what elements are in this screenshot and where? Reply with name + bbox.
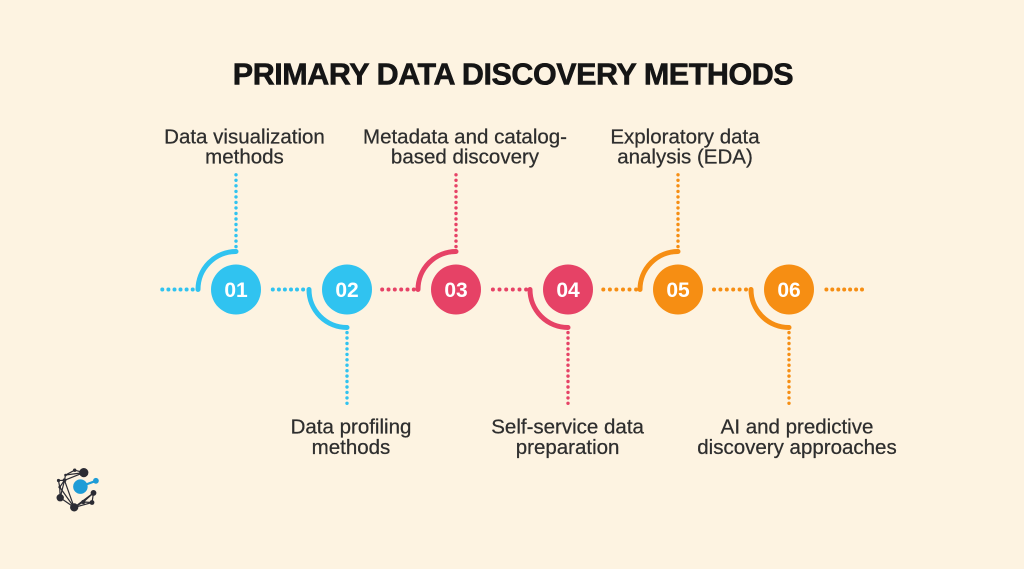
svg-text:03: 03 — [444, 279, 467, 302]
svg-text:06: 06 — [777, 279, 800, 302]
svg-text:based discovery: based discovery — [391, 145, 540, 168]
svg-text:discovery approaches: discovery approaches — [697, 436, 896, 459]
svg-text:01: 01 — [224, 279, 248, 302]
svg-text:04: 04 — [556, 279, 580, 302]
svg-text:methods: methods — [312, 436, 391, 459]
svg-text:Self-service data: Self-service data — [491, 416, 644, 439]
svg-text:Exploratory data: Exploratory data — [610, 125, 760, 148]
svg-text:Data visualization: Data visualization — [164, 125, 325, 148]
svg-text:PRIMARY DATA DISCOVERY METHODS: PRIMARY DATA DISCOVERY METHODS — [233, 58, 794, 92]
svg-text:Data profiling: Data profiling — [291, 416, 412, 439]
svg-text:Metadata and catalog-: Metadata and catalog- — [363, 125, 567, 148]
svg-text:02: 02 — [335, 279, 358, 302]
svg-text:AI and predictive: AI and predictive — [721, 416, 874, 439]
svg-text:analysis (EDA): analysis (EDA) — [617, 145, 753, 168]
svg-text:preparation: preparation — [516, 436, 620, 459]
svg-text:05: 05 — [666, 279, 690, 302]
svg-text:methods: methods — [205, 145, 284, 168]
